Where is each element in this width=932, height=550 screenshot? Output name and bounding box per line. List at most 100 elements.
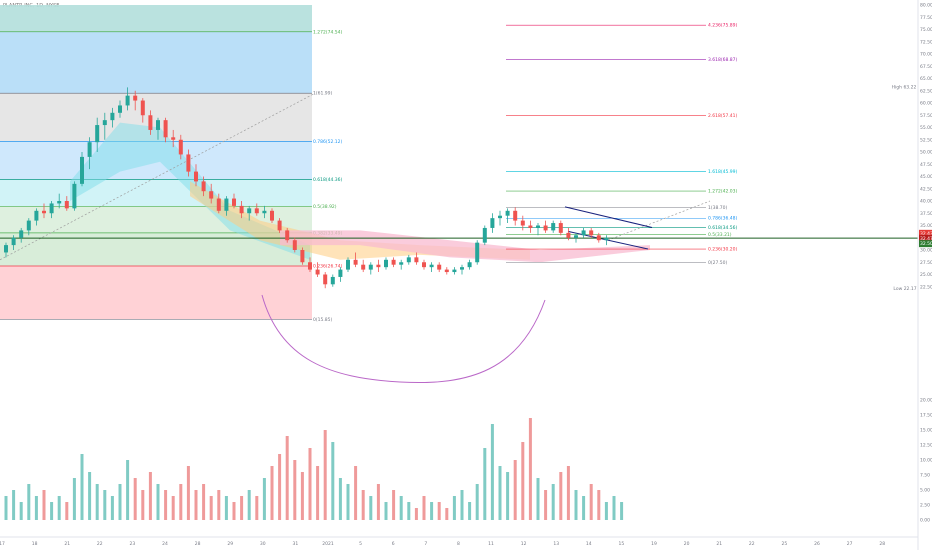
fib-level-label: 1(61.99) xyxy=(313,91,333,97)
price-tag-3-bg xyxy=(919,240,932,248)
candle-body xyxy=(26,220,31,231)
time-tick: 31 xyxy=(293,541,299,547)
price-tick: 45.00 xyxy=(920,174,932,180)
candle-body xyxy=(178,139,183,155)
time-tick: 26 xyxy=(814,541,820,547)
time-tick: 14 xyxy=(586,541,592,547)
volume-bar xyxy=(574,490,578,520)
fib-level-label: 0(15.85) xyxy=(313,317,333,323)
volume-tick: 5.00 xyxy=(920,488,930,494)
candle-body xyxy=(520,220,525,226)
candle-body xyxy=(467,262,472,268)
volume-bar xyxy=(468,502,472,520)
price-tick: 80.00 xyxy=(920,3,932,9)
candle-body xyxy=(475,242,480,263)
candle-body xyxy=(42,210,46,214)
time-tick: 18 xyxy=(32,541,38,547)
candle-body xyxy=(596,235,601,241)
candle-body xyxy=(19,230,24,238)
candle-body xyxy=(4,245,8,253)
candle-body xyxy=(300,250,305,263)
volume-bar xyxy=(604,502,608,520)
cup-arc xyxy=(261,294,546,384)
volume-bar xyxy=(270,466,274,520)
candle-body xyxy=(95,125,100,143)
candle-body xyxy=(239,205,244,214)
right-fib-label: 1.272(42.03) xyxy=(708,189,738,195)
volume-bar xyxy=(194,490,198,520)
candle-body xyxy=(368,264,373,270)
candle-body xyxy=(498,215,502,219)
volume-bar xyxy=(133,478,137,520)
time-tick: 20 xyxy=(684,541,690,547)
candle-body xyxy=(391,259,396,265)
candle-body xyxy=(581,230,586,236)
price-tick: 67.50 xyxy=(920,64,932,70)
volume-bar xyxy=(148,472,152,520)
prev-price-tag-bg xyxy=(919,234,932,242)
candle-body xyxy=(505,210,510,216)
candle-body xyxy=(444,269,449,273)
candle-body xyxy=(361,264,366,270)
volume-bar xyxy=(34,496,38,520)
candle-body xyxy=(163,120,168,138)
time-tick: 25 xyxy=(782,541,788,547)
time-tick: 21 xyxy=(64,541,70,547)
time-tick: 13 xyxy=(553,541,559,547)
volume-bar xyxy=(202,484,206,520)
volume-bar xyxy=(217,490,221,520)
fib-level-label: 1.272(74.54) xyxy=(313,29,343,35)
candle-body xyxy=(399,262,404,265)
candle-body xyxy=(270,210,274,221)
candle-body xyxy=(209,191,214,199)
price-tick: 75.00 xyxy=(920,27,932,33)
volume-bar xyxy=(255,496,259,520)
volume-bar xyxy=(285,436,289,520)
time-tick: 7 xyxy=(424,541,427,547)
volume-bar xyxy=(80,454,84,520)
price-tag-3: 32.50 xyxy=(920,241,932,247)
fib-level-label: 0.786(52.12) xyxy=(313,139,343,145)
volume-bar xyxy=(536,478,540,520)
price-tick: 50.00 xyxy=(920,150,932,156)
candle-body xyxy=(558,223,563,233)
volume-bar xyxy=(4,496,8,520)
volume-bar xyxy=(445,508,449,520)
volume-tick: 17.50 xyxy=(920,413,932,419)
volume-bar xyxy=(240,496,244,520)
volume-bar xyxy=(232,502,236,520)
price-tick: 35.00 xyxy=(920,223,932,229)
volume-tick: 20.00 xyxy=(920,398,932,404)
time-tick: 22 xyxy=(97,541,103,547)
fib-zone xyxy=(0,179,312,207)
volume-bar xyxy=(27,484,31,520)
volume-bar xyxy=(452,496,456,520)
volume-bar xyxy=(57,496,61,520)
volume-bar xyxy=(490,424,494,520)
time-tick: 15 xyxy=(619,541,625,547)
candle-body xyxy=(277,220,282,231)
volume-bar xyxy=(323,430,327,520)
candle-body xyxy=(148,115,153,130)
candle-body xyxy=(11,237,16,246)
time-tick: 23 xyxy=(130,541,136,547)
volume-bar xyxy=(95,484,99,520)
volume-tick: 10.00 xyxy=(920,458,932,464)
right-fib-label: 1.618(45.99) xyxy=(708,169,738,175)
volume-bar xyxy=(392,490,396,520)
right-fib-label: 0(27.50) xyxy=(708,260,728,266)
volume-bar xyxy=(551,484,555,520)
volume-bar xyxy=(209,496,213,520)
fib-zone-top xyxy=(0,5,312,32)
fib-zone xyxy=(0,31,312,94)
volume-bar xyxy=(88,472,92,520)
candle-body xyxy=(338,269,343,277)
candle-body xyxy=(140,100,145,116)
volume-bar xyxy=(528,418,532,520)
time-tick: 8 xyxy=(457,541,460,547)
time-tick: 6 xyxy=(392,541,395,547)
volume-tick: 7.50 xyxy=(920,473,930,479)
price-tick: 60.00 xyxy=(920,101,932,107)
